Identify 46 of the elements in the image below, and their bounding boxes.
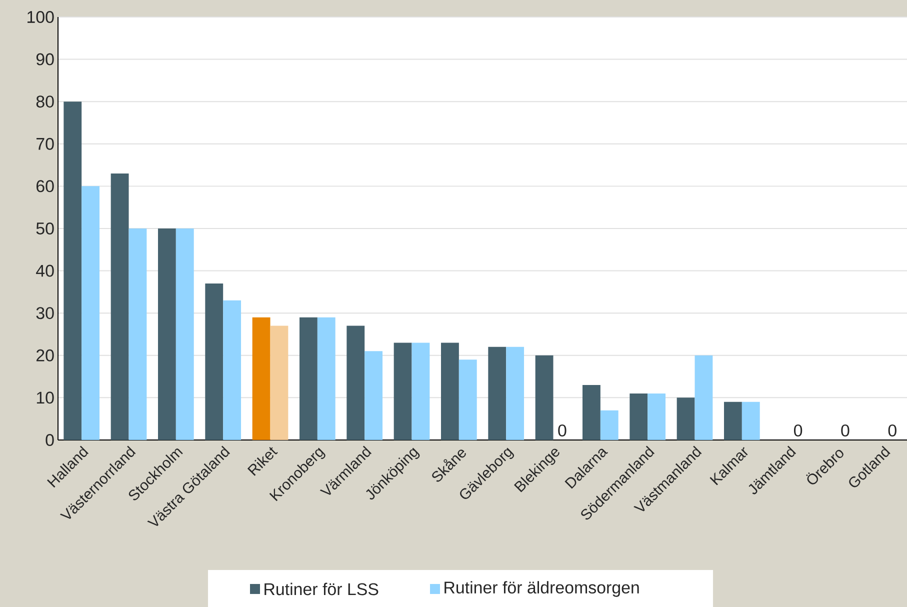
- y-tick-label: 10: [36, 392, 54, 404]
- bar: [205, 283, 224, 440]
- y-tick-label: 50: [36, 222, 54, 234]
- bar: [724, 402, 742, 440]
- bar: [488, 346, 506, 440]
- y-tick-label: 20: [36, 349, 54, 362]
- y-tick-label: 70: [36, 138, 54, 150]
- bar: [270, 326, 288, 440]
- bar: [364, 351, 383, 440]
- data-label: 0: [888, 424, 896, 436]
- bar: [394, 342, 412, 440]
- bar: [676, 398, 695, 440]
- bar: [300, 317, 318, 440]
- bar: [82, 186, 100, 440]
- bar: [582, 384, 600, 440]
- y-tick-label: 40: [36, 264, 54, 277]
- data-label: 0: [558, 424, 566, 436]
- bar: [458, 360, 477, 440]
- bar: [412, 342, 430, 440]
- bar: [110, 173, 129, 440]
- bar: [742, 402, 760, 440]
- bar: [346, 326, 365, 440]
- bar: [648, 393, 666, 440]
- bar: [158, 228, 176, 440]
- bar: [506, 346, 524, 440]
- bar: [441, 342, 459, 440]
- legend-label: Rutiner för LSS: [264, 582, 378, 596]
- bar: [252, 317, 270, 440]
- bar: [223, 300, 242, 440]
- y-tick-label: 80: [36, 96, 54, 108]
- bar: [694, 355, 713, 440]
- legend-label: Rutiner för äldreomsorgen: [444, 581, 639, 597]
- bar: [630, 393, 648, 440]
- bar: [535, 355, 554, 440]
- data-label: 0: [794, 424, 802, 436]
- y-tick-label: 100: [28, 10, 54, 23]
- y-tick-label: 60: [36, 180, 54, 192]
- y-tick-label: 0: [46, 434, 54, 446]
- bar: [600, 410, 618, 440]
- bar: [317, 317, 336, 440]
- data-label: 0: [841, 424, 850, 436]
- bar: [128, 228, 147, 440]
- y-tick-label: 30: [36, 307, 54, 320]
- bar: [176, 228, 194, 440]
- bar: [64, 102, 82, 440]
- y-tick-label: 90: [36, 53, 54, 66]
